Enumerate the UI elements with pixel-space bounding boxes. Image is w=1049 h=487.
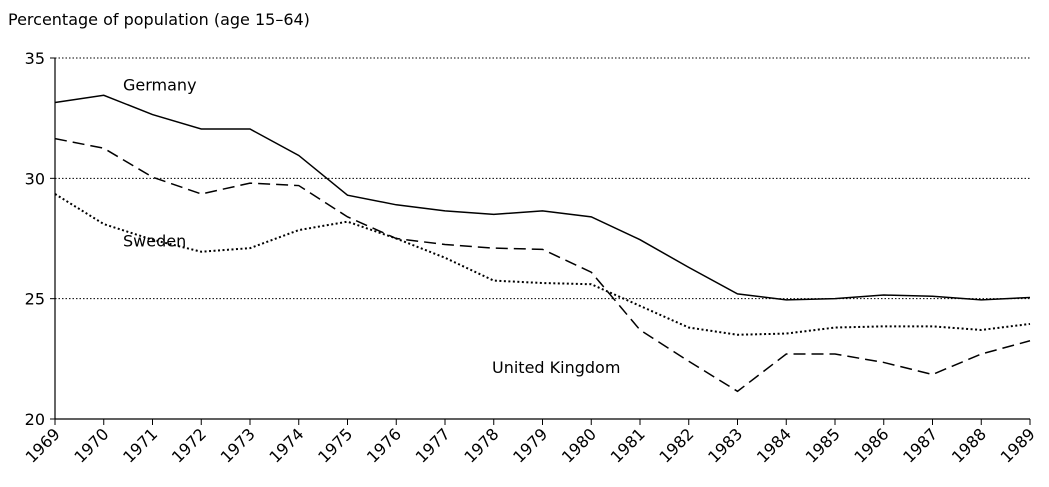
x-tick-label: 1981	[607, 424, 649, 466]
y-tick-label: 25	[25, 290, 45, 309]
x-tick-label: 1983	[704, 424, 746, 466]
x-tick-label: 1969	[22, 424, 64, 466]
y-tick-label: 20	[25, 410, 45, 429]
x-tick-label: 1987	[899, 424, 941, 466]
x-tick-label: 1970	[70, 424, 112, 466]
y-tick-label: 35	[25, 49, 45, 68]
x-tick-label: 1978	[460, 424, 502, 466]
x-tick-label: 1985	[802, 424, 844, 466]
series-label: Germany	[123, 75, 197, 94]
y-axis-title: Percentage of population (age 15–64)	[8, 10, 310, 29]
series-line	[54, 137, 1031, 393]
series-label: Sweden	[123, 232, 186, 251]
x-tick-label: 1973	[217, 424, 259, 466]
x-tick-label: 1984	[753, 424, 795, 466]
x-tick-label: 1979	[509, 424, 551, 466]
x-tick-label: 1986	[850, 424, 892, 466]
x-tick-label: 1976	[363, 424, 405, 466]
x-tick-label: 1974	[265, 424, 307, 466]
series-line	[54, 94, 1031, 301]
x-tick-label: 1975	[314, 424, 356, 466]
x-tick-label: 1972	[168, 424, 210, 466]
x-tick-label: 1989	[997, 424, 1039, 466]
series-label: United Kingdom	[492, 358, 620, 377]
x-tick-label: 1971	[119, 424, 161, 466]
y-tick-label: 30	[25, 169, 45, 188]
series-line	[54, 193, 1031, 336]
x-tick-label: 1988	[948, 424, 990, 466]
x-tick-label: 1980	[558, 424, 600, 466]
x-tick-label: 1982	[655, 424, 697, 466]
x-tick-label: 1977	[412, 424, 454, 466]
